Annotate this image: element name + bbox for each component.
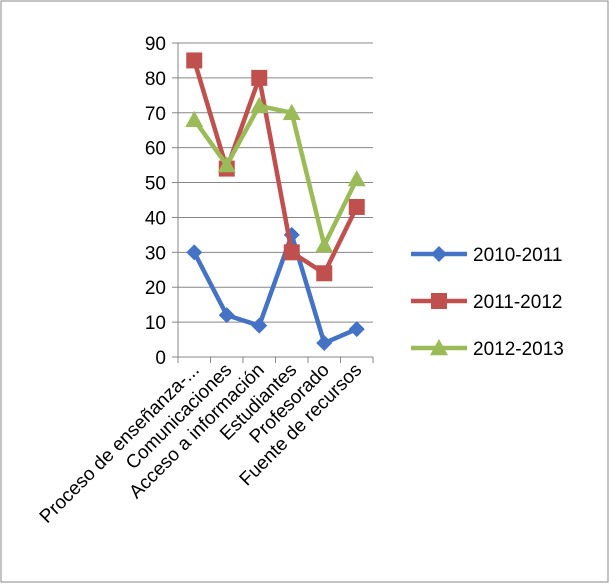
data-point [217,156,236,173]
y-tick-label: 40 [145,208,166,229]
data-point [250,96,269,113]
series-line [192,103,359,248]
axes [172,42,374,363]
y-tick-label: 10 [145,313,166,334]
data-point [348,321,365,338]
legend-label: 2011-2012 [473,292,562,313]
series-line [192,59,359,276]
data-point [348,198,365,215]
y-tick-label: 90 [145,34,166,55]
legend-item: 2010-2011 [411,245,562,266]
legend-swatch-marker [430,339,448,356]
legend-item: 2012-2013 [411,339,564,360]
data-point [186,244,203,261]
data-point [316,265,333,282]
data-point [251,69,268,86]
data-point [218,307,235,324]
data-point [347,170,366,187]
legend-label: 2010-2011 [473,245,562,266]
data-point [186,52,203,69]
y-tick-label: 20 [145,278,166,299]
legend-item: 2011-2012 [411,292,562,313]
y-tick-label: 80 [145,69,166,90]
y-tick-label: 50 [145,174,166,195]
series-2012-2013 [185,96,366,253]
data-point [315,236,334,253]
y-tick-label: 60 [145,139,166,160]
y-tick-label: 70 [145,104,166,125]
y-tick-label: 30 [145,243,166,264]
legend-swatch-marker [431,246,447,262]
data-point [185,110,204,127]
legend-label: 2012-2013 [473,339,564,360]
y-tick-label: 0 [155,348,166,369]
y-tick-labels: 0 10 20 30 40 50 60 70 80 90 [145,34,166,369]
data-point [283,244,300,261]
data-point [316,335,333,352]
legend-swatch-marker [431,293,447,309]
data-point [282,103,301,120]
legend: 2010-2011 2011-2012 2012-2013 [411,245,564,360]
data-point [251,317,268,334]
series [185,52,366,352]
